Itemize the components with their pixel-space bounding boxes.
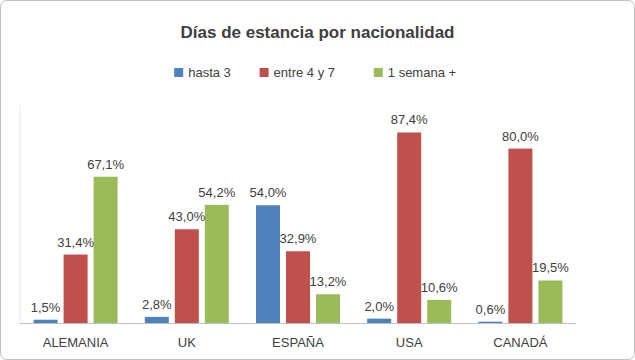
- x-axis-line: [20, 323, 576, 324]
- legend-label: 1 semana +: [388, 65, 456, 80]
- bar: [256, 205, 280, 323]
- bar: [175, 229, 199, 323]
- data-label: 43,0%: [168, 209, 205, 224]
- legend-label: entre 4 y 7: [274, 65, 335, 80]
- legend-swatch: [174, 68, 183, 77]
- bar: [538, 280, 562, 323]
- bar: [427, 300, 451, 323]
- legend: hasta 3 entre 4 y 7 1 semana +: [174, 65, 456, 80]
- bar: [397, 132, 421, 323]
- frame: [1, 1, 635, 360]
- bars: [34, 132, 563, 323]
- data-label: 32,9%: [280, 231, 317, 246]
- data-labels: 1,5% 31,4% 67,1% 2,8% 43,0% 54,2% 54,0% 32,9% 13…: [31, 112, 569, 316]
- data-label: 1,5%: [31, 300, 61, 315]
- bar: [64, 255, 88, 323]
- data-label: 67,1%: [87, 157, 124, 172]
- bar: [367, 319, 391, 323]
- data-label: 80,0%: [502, 129, 539, 144]
- bar: [205, 205, 229, 323]
- bar: [478, 322, 502, 323]
- data-label: 54,2%: [198, 185, 235, 200]
- bar: [316, 294, 340, 323]
- data-label: 2,0%: [364, 299, 394, 314]
- x-tick-label: ESPAÑA: [272, 335, 324, 350]
- data-label: 13,2%: [310, 274, 347, 289]
- bar: [94, 177, 118, 323]
- bar: [286, 251, 310, 323]
- data-label: 19,5%: [532, 260, 569, 275]
- title: Días de estancia por nacionalidad: [181, 23, 455, 42]
- bar: [508, 149, 532, 323]
- x-tick-label: CANADÁ: [493, 335, 548, 350]
- data-label: 2,8%: [142, 297, 172, 312]
- data-label: 31,4%: [57, 235, 94, 250]
- x-tick-label: UK: [178, 335, 196, 350]
- x-tick-label: ALEMANIA: [43, 335, 109, 350]
- legend-swatch: [374, 68, 383, 77]
- x-tick-label: USA: [396, 335, 423, 350]
- data-label: 87,4%: [391, 112, 428, 127]
- chart: Días de estancia por nacionalidad hasta 3…: [0, 0, 635, 360]
- bar: [34, 320, 58, 323]
- legend-swatch: [260, 68, 269, 77]
- legend-label: hasta 3: [188, 65, 231, 80]
- bar: [145, 317, 169, 323]
- data-label: 10,6%: [421, 280, 458, 295]
- data-label: 54,0%: [250, 185, 287, 200]
- data-label: 0,6%: [476, 302, 506, 317]
- y-axis-line: [20, 105, 21, 323]
